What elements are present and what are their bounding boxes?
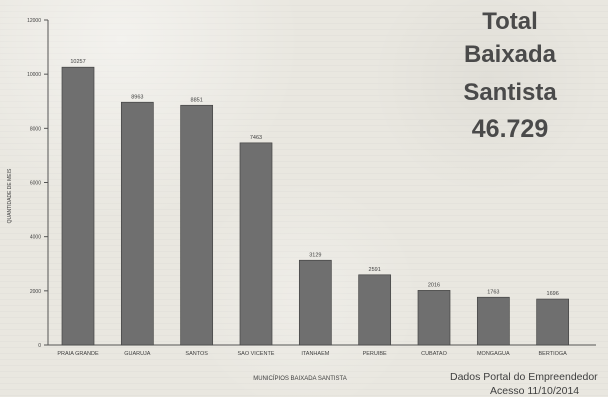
chart-bar xyxy=(180,104,214,346)
x-tick-label: MONGAGUA xyxy=(477,351,510,357)
total-value: 46.729 xyxy=(471,115,549,143)
x-tick-label: ITANHAEM xyxy=(301,351,329,357)
chart-bar xyxy=(298,259,332,346)
total-region-line: Baixada xyxy=(463,41,557,68)
y-axis-title: QUANTIDADE DE MEIS xyxy=(7,168,13,223)
x-tick-label: GUARUJA xyxy=(124,351,151,357)
chart-bar xyxy=(417,290,451,346)
chart-bar xyxy=(239,142,273,346)
y-tick-label: 10000 xyxy=(27,72,41,78)
bar-value-label: 10257 xyxy=(70,59,85,65)
x-tick-label: PERUIBE xyxy=(363,351,387,357)
x-axis-title: MUNICÍPIOS BAIXADA SANTISTA xyxy=(253,375,347,382)
y-tick-label: 6000 xyxy=(30,181,41,187)
chart-bar xyxy=(536,298,570,346)
bar-value-label: 7463 xyxy=(250,135,262,141)
y-tick-label: 2000 xyxy=(30,289,41,295)
bar-value-label: 1696 xyxy=(547,291,559,297)
bar-value-label: 3129 xyxy=(309,252,321,258)
chart-bar xyxy=(476,296,510,346)
total-region-line-2: Santista xyxy=(463,79,557,106)
y-tick-label: 4000 xyxy=(30,235,41,241)
bar-value-label: 8963 xyxy=(131,94,143,100)
total-title-line: Total xyxy=(482,8,538,35)
source-line-2: Acesso 11/10/2014 xyxy=(490,385,580,397)
source-line-1: Dados Portal do Empreendedor xyxy=(450,371,598,383)
y-tick-label: 12000 xyxy=(27,18,41,24)
x-tick-label: PRAIA GRANDE xyxy=(57,351,99,357)
x-tick-label: BERTIOGA xyxy=(539,351,568,357)
bar-value-label: 1763 xyxy=(487,289,499,295)
chart-bar xyxy=(358,274,392,346)
y-tick-label: 8000 xyxy=(30,126,41,132)
x-tick-label: CUBATAO xyxy=(421,351,447,357)
bar-value-label: 2591 xyxy=(369,267,381,273)
x-tick-label: SANTOS xyxy=(185,351,208,357)
chart-bar xyxy=(120,101,154,346)
chart-bar xyxy=(61,66,95,346)
bar-value-label: 8851 xyxy=(191,97,203,103)
x-tick-label: SAO VICENTE xyxy=(238,351,275,357)
y-tick-label: 0 xyxy=(38,343,41,349)
bar-value-label: 2016 xyxy=(428,282,440,288)
